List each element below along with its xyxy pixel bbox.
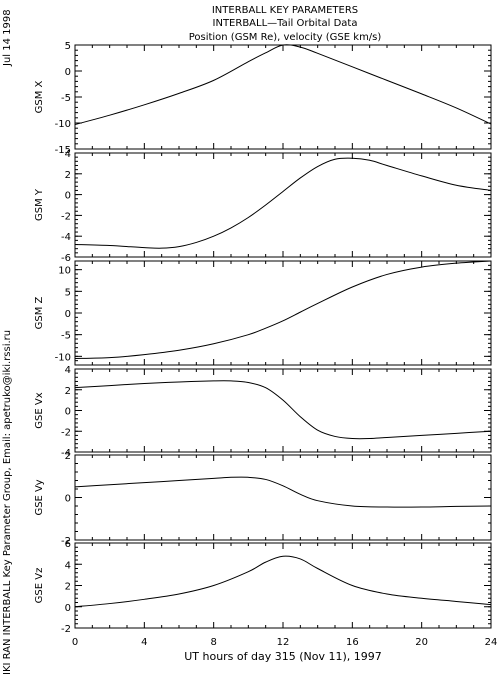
y-tick-label: -4 (61, 232, 71, 243)
panel-frame (74, 152, 492, 258)
panel-gse-vz: -2 0 2 4 6 GSE Vz (34, 539, 492, 635)
y-tick-label: 0 (65, 494, 71, 505)
y-tick-label: 4 (65, 149, 71, 160)
panel-frame (74, 260, 492, 366)
y-tick-label: -2 (61, 211, 71, 222)
data-line (74, 555, 492, 608)
y-tick-label: 0 (65, 309, 71, 320)
data-line (74, 380, 492, 440)
panel-gsm-z: -10 -5 0 5 10 GSM Z (34, 260, 492, 366)
panel-gse-vy: -2 0 2 GSE Vy (34, 451, 492, 547)
y-tick-label: -15 (55, 145, 71, 156)
chart-panels: -15 -10 -5 0 5 GSM X -6 -4 -2 0 2 4 GSM Y -10 -5 0 5 10 GS… (34, 41, 492, 635)
y-tick-label: 0 (65, 191, 71, 202)
side-date: Jul 14 1998 (2, 9, 13, 66)
data-line (74, 476, 492, 508)
x-axis-tick-labels: 0 4 8 12 16 20 24 (72, 637, 498, 648)
x-tick-label: 0 (72, 637, 78, 648)
y-tick-label: 0 (65, 407, 71, 418)
panel-frame (74, 368, 492, 453)
x-tick-label: 8 (210, 637, 216, 648)
x-tick-label: 12 (277, 637, 290, 648)
y-axis-label: GSM X (34, 80, 45, 113)
y-tick-label: -5 (61, 331, 71, 342)
y-tick-label: -6 (61, 253, 71, 264)
y-tick-label: -2 (61, 536, 71, 547)
data-line (74, 44, 492, 126)
x-tick-label: 4 (141, 637, 147, 648)
y-axis-label: GSM Y (34, 188, 45, 221)
y-tick-label: 4 (65, 560, 71, 571)
x-tick-label: 24 (485, 637, 498, 648)
y-tick-label: -4 (61, 448, 71, 459)
y-axis-label: GSE Vy (34, 479, 45, 515)
y-tick-label: -2 (61, 624, 71, 635)
header-line-2: INTERBALL—Tail Orbital Data (213, 18, 358, 29)
y-tick-label: 0 (65, 67, 71, 78)
data-line (74, 157, 492, 249)
y-tick-label: 5 (65, 287, 71, 298)
data-line (74, 260, 492, 359)
y-axis-label: GSM Z (34, 296, 45, 329)
y-tick-label: 10 (58, 266, 71, 277)
y-tick-label: -10 (55, 119, 71, 130)
y-tick-label: 5 (65, 41, 71, 52)
y-tick-label: -2 (61, 427, 71, 438)
panel-gse-vx: -4 -2 0 2 4 GSE Vx (34, 365, 492, 459)
panel-frame (74, 454, 492, 541)
y-tick-label: -5 (61, 93, 71, 104)
y-tick-label: 2 (65, 451, 71, 462)
x-axis-label: UT hours of day 315 (Nov 11), 1997 (184, 650, 382, 663)
panel-frame (74, 542, 492, 629)
panel-gsm-y: -6 -4 -2 0 2 4 GSM Y (34, 149, 492, 264)
y-tick-label: 2 (65, 386, 71, 397)
y-axis-label: GSE Vz (34, 568, 45, 604)
y-axis-label: GSE Vx (34, 392, 45, 428)
y-tick-label: 2 (65, 170, 71, 181)
side-credit: IKI RAN INTERBALL Key Parameter Group, E… (2, 329, 13, 675)
y-tick-label: -10 (55, 352, 71, 363)
y-tick-label: 2 (65, 582, 71, 593)
y-tick-label: 4 (65, 365, 71, 376)
y-tick-label: 6 (65, 539, 71, 550)
x-tick-label: 16 (346, 637, 359, 648)
panel-gsm-x: -15 -10 -5 0 5 GSM X (34, 41, 492, 156)
header-line-3: Position (GSM Re), velocity (GSE km/s) (189, 32, 382, 43)
header-line-1: INTERBALL KEY PARAMETERS (212, 5, 358, 16)
x-tick-label: 20 (415, 637, 428, 648)
y-tick-label: 0 (65, 603, 71, 614)
